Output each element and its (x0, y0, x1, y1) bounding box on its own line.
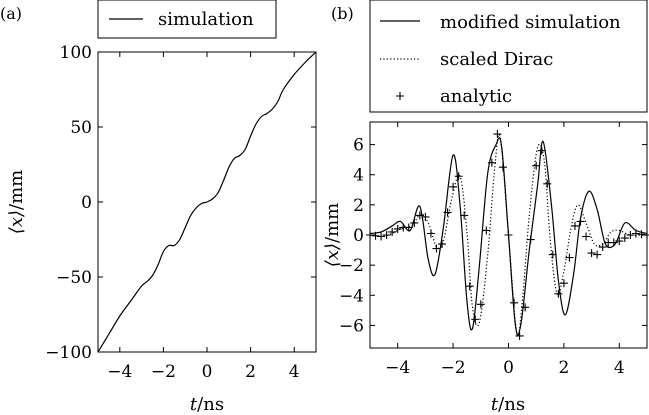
panel-a-x-ticks: −4 −2 0 2 4 (107, 52, 299, 382)
panel-b-y-tick-label: 4 (353, 166, 364, 186)
panel-b-y-unit: /mm (322, 203, 343, 243)
panel-a-x-axis-label: t/ns (190, 394, 224, 415)
panel-a-y-axis-label: ⟨x⟩/mm (6, 170, 27, 234)
panel-b-y-tick-label: 0 (353, 226, 364, 246)
legend-label-scaled-dirac: scaled Dirac (440, 49, 553, 70)
panel-b-series-analytic-point (527, 236, 535, 244)
panel-b-series-analytic-point (471, 315, 479, 323)
panel-b: (b) modified simulation scaled Dirac ana… (322, 0, 649, 415)
panel-b-y-tick-label: 6 (353, 136, 364, 156)
panel-b-y-tick-label: −6 (339, 316, 364, 336)
panel-b-x-tick-label: 0 (503, 358, 514, 378)
panel-a-series (98, 52, 316, 352)
panel-b-series-analytic-point (493, 130, 501, 138)
panel-b-legend: modified simulation scaled Dirac analyti… (370, 0, 647, 112)
panel-b-series-analytic-point (466, 282, 474, 290)
panel-b-series-analytic-point (571, 222, 579, 230)
panel-b-series-analytic-point (565, 254, 573, 262)
panel-b-x-axis-label: t/ns (491, 394, 525, 415)
legend-label-simulation: simulation (158, 9, 254, 30)
panel-b-series (366, 130, 649, 340)
panel-b-series-analytic-point (577, 217, 585, 225)
panel-a-series-simulation (98, 52, 316, 352)
panel-b-y-tick-label: 2 (353, 196, 364, 216)
panel-a-label: (a) (0, 4, 22, 23)
panel-b-label: (b) (331, 4, 354, 23)
panel-a-y-unit: /mm (6, 170, 27, 210)
panel-a-legend: simulation (98, 0, 276, 38)
panel-a-y-tick-label: 50 (70, 118, 92, 138)
panel-b-series-analytic-point (438, 240, 446, 248)
panel-b-series-analytic (366, 130, 649, 340)
panel-b-y-ticks: −6 −4 −2 0 2 4 6 (339, 136, 647, 337)
panel-b-series-analytic-point (477, 300, 485, 308)
panel-b-x-unit: /ns (498, 394, 525, 415)
panel-b-series-analytic-point (554, 290, 562, 298)
panel-b-series-analytic-point (582, 233, 590, 241)
panel-b-series-analytic-point (610, 239, 618, 247)
panel-b-x-tick-label: −4 (385, 358, 410, 378)
panel-b-y-tick-label: −4 (339, 286, 364, 306)
panel-a-x-tick-label: 0 (202, 362, 213, 382)
legend-label-analytic: analytic (440, 86, 512, 107)
panel-b-series-analytic-point (482, 226, 490, 234)
panel-b-series-analytic-point (427, 229, 435, 237)
panel-b-series-analytic-point (405, 223, 413, 231)
panel-b-x-ticks: −4 −2 0 2 4 (385, 122, 625, 378)
panel-b-series-analytic-point (410, 219, 418, 227)
panel-b-series-analytic-point (449, 183, 457, 191)
panel-b-series-analytic-point (499, 163, 507, 171)
panel-b-series-analytic-point (377, 233, 385, 241)
panel-a-x-tick-label: −2 (151, 362, 176, 382)
panel-b-series-analytic-point (588, 249, 596, 257)
panel-b-x-tick-label: −2 (441, 358, 466, 378)
panel-a-y-tick-label: −100 (45, 343, 92, 363)
panel-a-y-var: ⟨x⟩ (6, 210, 27, 234)
panel-a-x-unit: /ns (197, 394, 224, 415)
panel-b-x-tick-label: 2 (558, 358, 569, 378)
panel-b-x-tick-label: 4 (614, 358, 625, 378)
panel-b-series-analytic-point (510, 299, 518, 307)
panel-b-series-analytic-point (593, 251, 601, 259)
panel-b-series-analytic-point (505, 231, 513, 239)
panel-b-series-analytic-point (643, 231, 649, 239)
legend-label-modified-simulation: modified simulation (440, 12, 621, 33)
panel-a: (a) simulation −4 −2 0 2 4 −100 −50 0 50 100 t/n… (0, 0, 316, 415)
panel-b-series-analytic-point (366, 231, 374, 239)
panel-a-x-tick-label: −4 (107, 362, 132, 382)
panel-b-y-var: ⟨x⟩ (322, 243, 343, 267)
panel-b-y-axis-label: ⟨x⟩/mm (322, 203, 343, 267)
panel-a-y-tick-label: −50 (56, 268, 92, 288)
panel-b-series-analytic-point (632, 229, 640, 237)
panel-a-y-tick-label: 0 (81, 193, 92, 213)
panel-a-x-tick-label: 4 (289, 362, 300, 382)
panel-a-y-ticks: −100 −50 0 50 100 (45, 43, 316, 363)
panel-a-y-tick-label: 100 (60, 43, 92, 63)
panel-a-x-tick-label: 2 (245, 362, 256, 382)
